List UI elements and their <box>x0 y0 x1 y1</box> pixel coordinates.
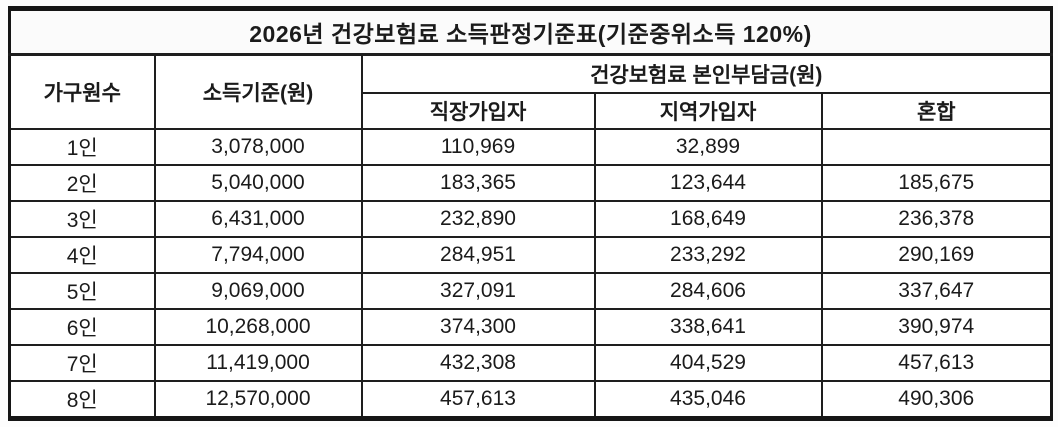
cell-employee: 374,300 <box>360 307 596 346</box>
cell-regional: 168,649 <box>593 199 823 238</box>
cell-mixed: 185,675 <box>820 163 1053 202</box>
table-row: 2인 5,040,000 183,365 123,644 185,675 <box>8 163 1053 202</box>
cell-mixed <box>820 127 1053 166</box>
cell-regional: 284,606 <box>593 271 823 310</box>
table-title-row: 2026년 건강보험료 소득판정기준표(기준중위소득 120%) <box>8 7 1053 56</box>
table-row: 1인 3,078,000 110,969 32,899 <box>8 127 1053 166</box>
cell-income: 7,794,000 <box>153 235 363 274</box>
cell-mixed: 337,647 <box>820 271 1053 310</box>
cell-household: 3인 <box>8 199 156 238</box>
cell-household: 6인 <box>8 307 156 346</box>
cell-income: 12,570,000 <box>153 379 363 419</box>
cell-household: 8인 <box>8 379 156 419</box>
cell-employee: 284,951 <box>360 235 596 274</box>
cell-regional: 338,641 <box>593 307 823 346</box>
table-row: 5인 9,069,000 327,091 284,606 337,647 <box>8 271 1053 310</box>
cell-mixed: 457,613 <box>820 343 1053 382</box>
table-header-row-1: 가구원수 소득기준(원) 건강보험료 본인부담금(원) <box>8 53 1053 130</box>
header-employee: 직장가입자 <box>360 91 596 130</box>
cell-employee: 110,969 <box>360 127 596 166</box>
table-row: 4인 7,794,000 284,951 233,292 290,169 <box>8 235 1053 274</box>
cell-income: 11,419,000 <box>153 343 363 382</box>
cell-regional: 32,899 <box>593 127 823 166</box>
cell-income: 3,078,000 <box>153 127 363 166</box>
table-title: 2026년 건강보험료 소득판정기준표(기준중위소득 120%) <box>8 7 1053 56</box>
table-row: 8인 12,570,000 457,613 435,046 490,306 <box>8 379 1053 419</box>
header-income: 소득기준(원) <box>153 53 363 130</box>
cell-employee: 232,890 <box>360 199 596 238</box>
table-header-row-2: 직장가입자 지역가입자 혼합 <box>10 91 1053 130</box>
cell-income: 10,268,000 <box>153 307 363 346</box>
cell-regional: 435,046 <box>593 379 823 419</box>
cell-mixed: 390,974 <box>820 307 1053 346</box>
cell-mixed: 490,306 <box>820 379 1053 419</box>
cell-employee: 183,365 <box>360 163 596 202</box>
cell-employee: 432,308 <box>360 343 596 382</box>
table-row: 3인 6,431,000 232,890 168,649 236,378 <box>8 199 1053 238</box>
cell-household: 5인 <box>8 271 156 310</box>
table-row: 6인 10,268,000 374,300 338,641 390,974 <box>8 307 1053 346</box>
cell-income: 9,069,000 <box>153 271 363 310</box>
cell-income: 5,040,000 <box>153 163 363 202</box>
cell-regional: 123,644 <box>593 163 823 202</box>
header-premium-group: 건강보험료 본인부담금(원) <box>360 53 1053 94</box>
table-row: 7인 11,419,000 432,308 404,529 457,613 <box>8 343 1053 382</box>
cell-employee: 457,613 <box>360 379 596 419</box>
cell-household: 1인 <box>8 127 156 166</box>
cell-income: 6,431,000 <box>153 199 363 238</box>
cell-household: 2인 <box>8 163 156 202</box>
income-standard-table: 2026년 건강보험료 소득판정기준표(기준중위소득 120%) 가구원수 소득… <box>8 6 1054 421</box>
cell-household: 7인 <box>8 343 156 382</box>
cell-mixed: 290,169 <box>820 235 1053 274</box>
header-mixed: 혼합 <box>820 91 1053 130</box>
cell-employee: 327,091 <box>360 271 596 310</box>
cell-regional: 404,529 <box>593 343 823 382</box>
cell-regional: 233,292 <box>593 235 823 274</box>
header-household: 가구원수 <box>8 53 156 130</box>
cell-household: 4인 <box>8 235 156 274</box>
header-regional: 지역가입자 <box>593 91 823 130</box>
cell-mixed: 236,378 <box>820 199 1053 238</box>
